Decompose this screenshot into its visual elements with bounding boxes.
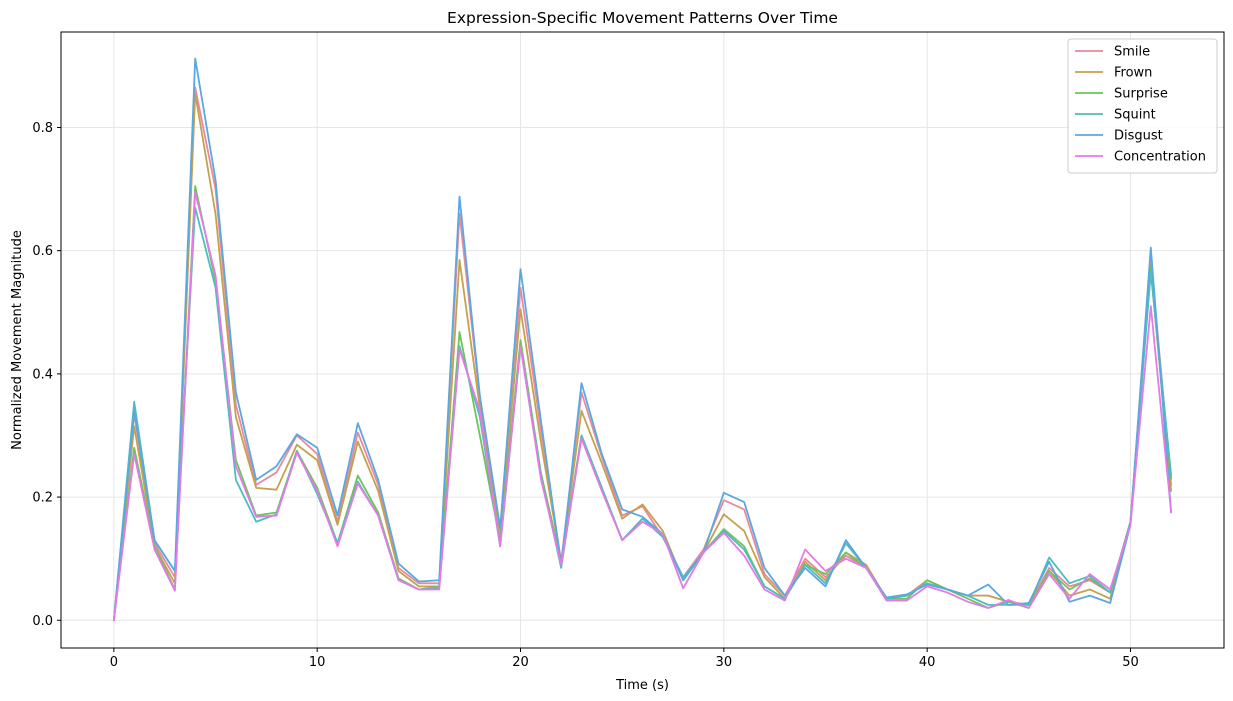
series-line-disgust bbox=[112, 57, 1173, 622]
legend-label: Squint bbox=[1114, 108, 1156, 123]
x-tick-label: 20 bbox=[512, 655, 529, 670]
y-axis-ticks: 0.0 0.2 0.4 0.6 0.8 bbox=[32, 121, 61, 629]
x-axis-label: Time (s) bbox=[615, 678, 669, 693]
grid bbox=[61, 32, 1224, 648]
y-tick-label: 0.4 bbox=[32, 367, 53, 382]
y-tick-label: 0.0 bbox=[32, 614, 53, 629]
plot-frame bbox=[60, 31, 1225, 649]
x-tick-label: 40 bbox=[919, 655, 936, 670]
series-line-squint bbox=[112, 206, 1173, 622]
y-tick-label: 0.8 bbox=[32, 121, 53, 136]
chart-title: Expression-Specific Movement Patterns Ov… bbox=[447, 9, 838, 27]
x-axis-ticks: 0 10 20 30 40 50 bbox=[110, 648, 1139, 670]
legend-label: Frown bbox=[1114, 66, 1152, 81]
x-tick-label: 50 bbox=[1122, 655, 1139, 670]
legend-label: Disgust bbox=[1114, 129, 1163, 144]
legend: Smile Frown Surprise Squint Disgust Concentra… bbox=[1067, 38, 1218, 174]
series-line-concentration bbox=[112, 191, 1173, 622]
series-line-frown bbox=[112, 92, 1173, 622]
legend-label: Smile bbox=[1114, 45, 1150, 60]
series-line-smile bbox=[112, 86, 1173, 622]
legend-label: Concentration bbox=[1114, 150, 1206, 165]
legend-box bbox=[1067, 38, 1218, 174]
y-axis-label: Normalized Movement Magnitude bbox=[10, 230, 25, 450]
x-tick-label: 30 bbox=[716, 655, 733, 670]
y-tick-label: 0.6 bbox=[32, 244, 53, 259]
y-tick-label: 0.2 bbox=[32, 491, 53, 506]
x-tick-label: 10 bbox=[309, 655, 326, 670]
series-lines bbox=[112, 57, 1173, 622]
x-tick-label: 0 bbox=[110, 655, 118, 670]
legend-label: Surprise bbox=[1114, 87, 1168, 102]
